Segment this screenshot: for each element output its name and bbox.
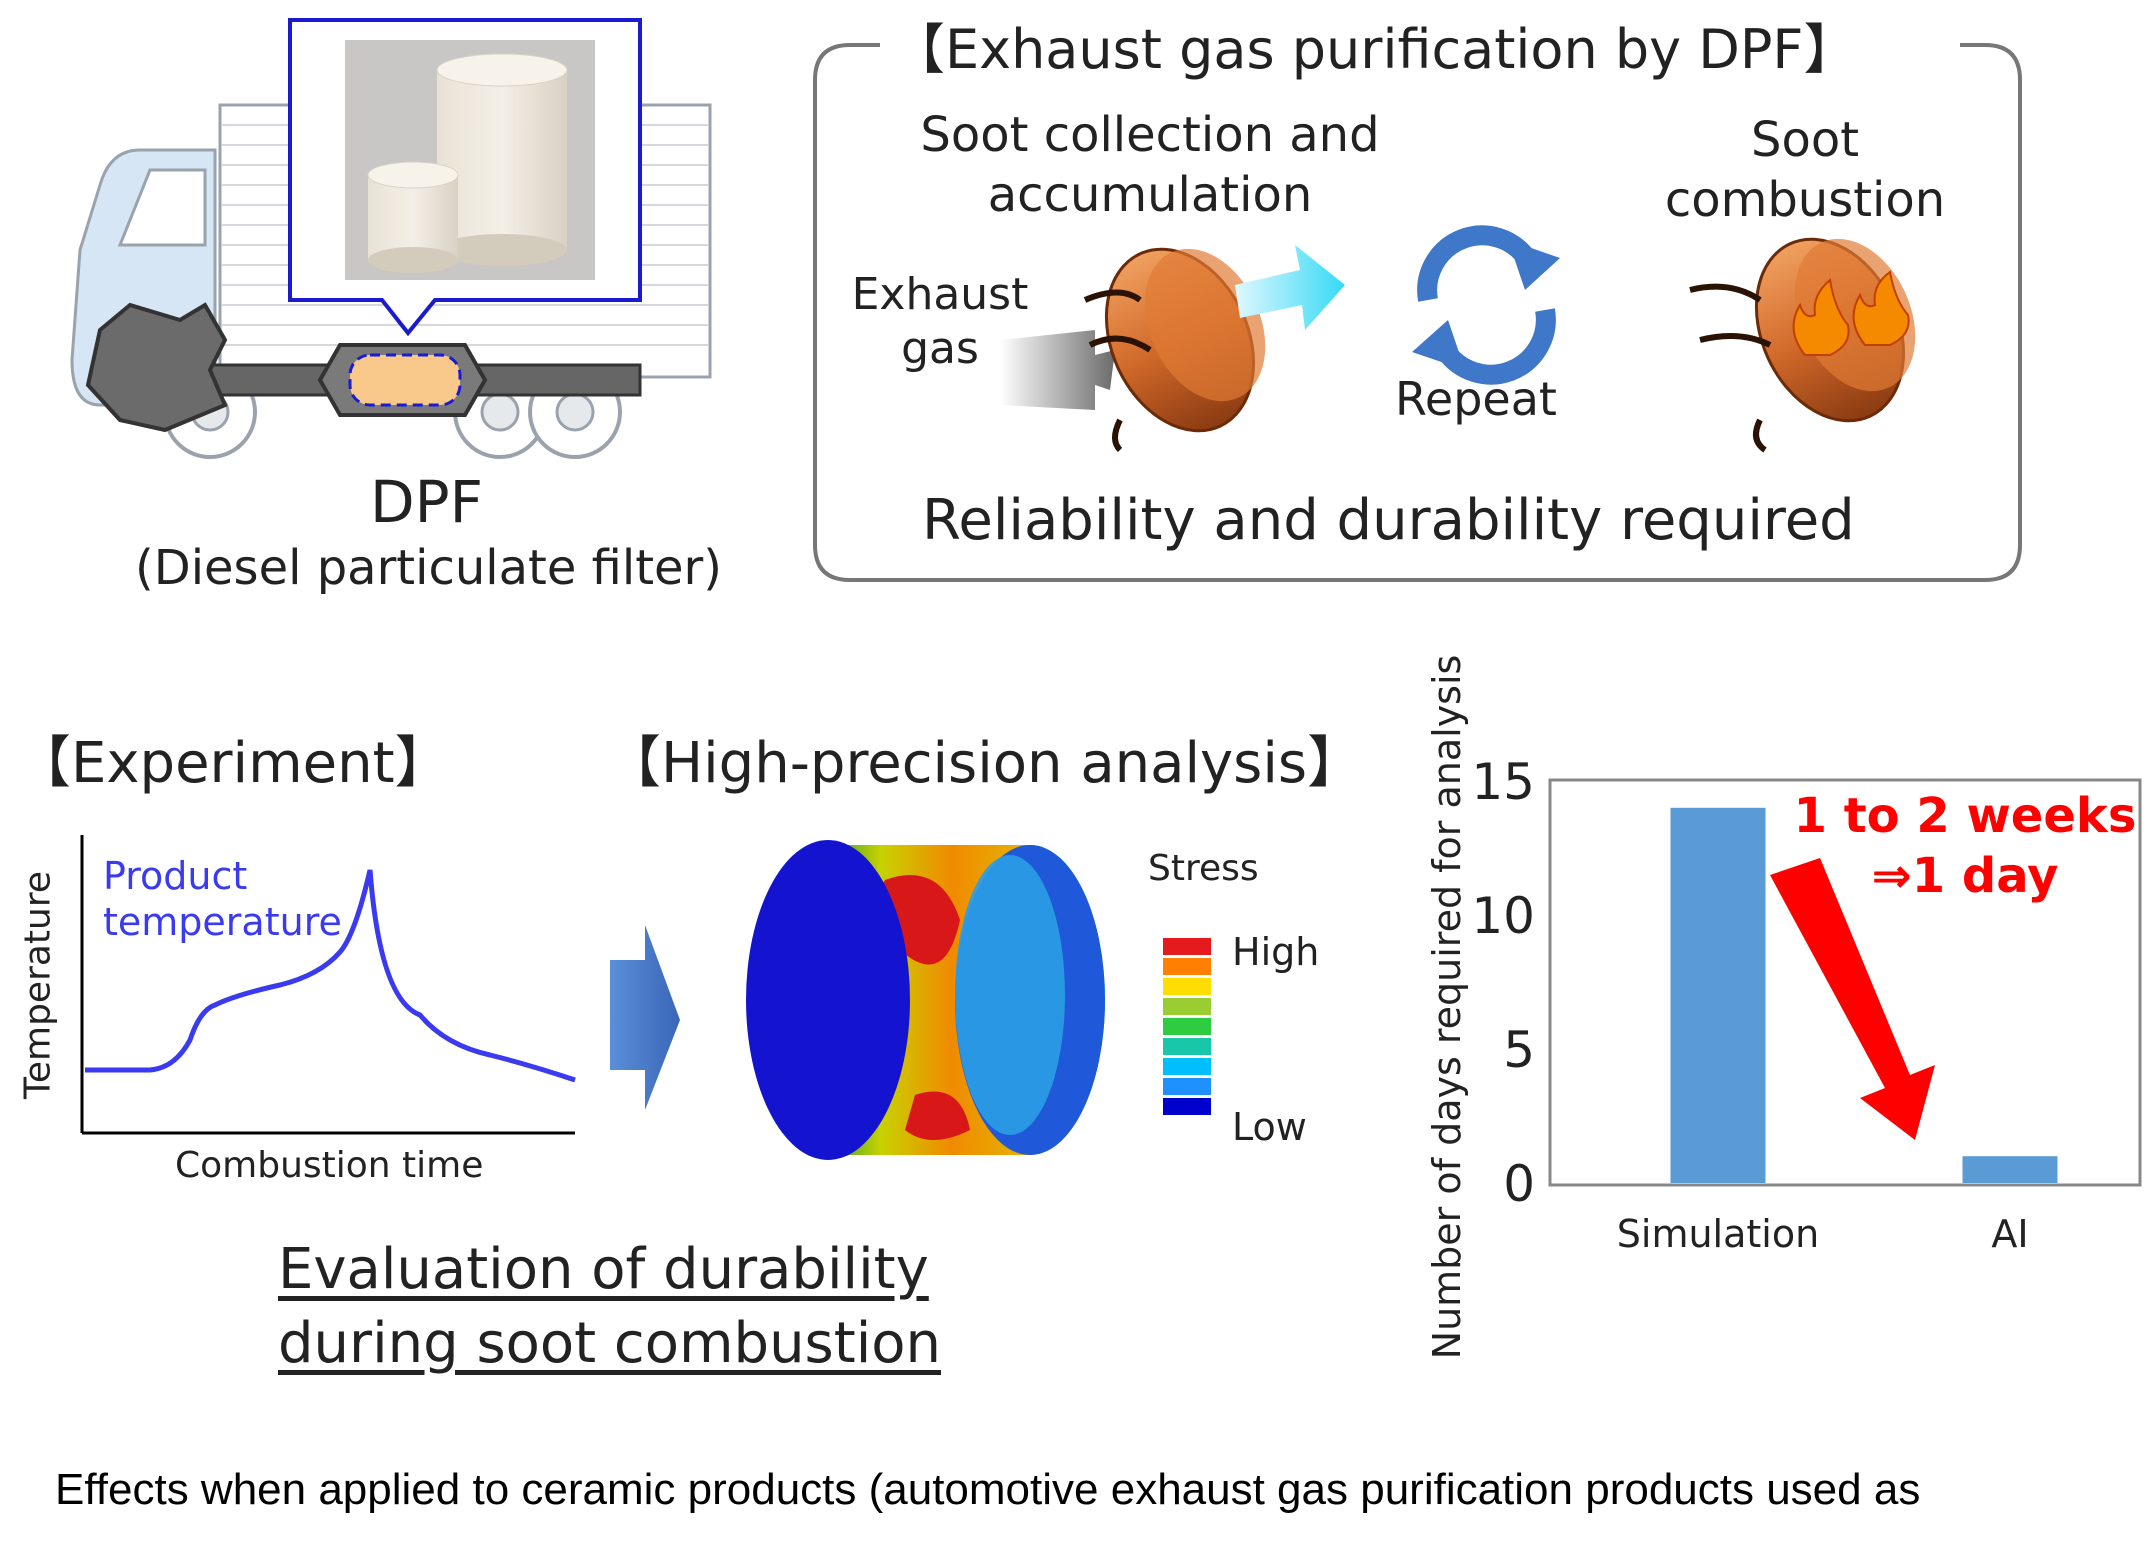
ytick-label: 0: [1503, 1155, 1535, 1213]
caption: Effects when applied to ceramic products…: [55, 1465, 1921, 1514]
repeat-cycle-icon: [1412, 225, 1560, 385]
bar-ai: [1962, 1156, 2058, 1183]
legend-low: Low: [1232, 1105, 1307, 1149]
analysis-title: 【High-precision analysis】: [605, 731, 1364, 796]
soot-combustion-label: Soot combustion: [1664, 112, 1946, 228]
ytick-label: 15: [1471, 753, 1535, 811]
category-label: Simulation: [1616, 1212, 1820, 1256]
exhaust-gas-label: Exhaust gas: [851, 269, 1029, 374]
experiment-title: 【Experiment】: [15, 731, 451, 796]
bar-chart-bars: [1670, 807, 2058, 1183]
requirement-label: Reliability and durability required: [922, 488, 1855, 553]
dpf-photo-callout: [288, 18, 642, 337]
legend-swatch: [1163, 1098, 1211, 1115]
flame-icon: [1792, 270, 1910, 356]
experiment-xlabel: Combustion time: [175, 1145, 484, 1186]
legend-swatch: [1163, 978, 1211, 995]
repeat-label: Repeat: [1395, 372, 1557, 426]
legend-swatch: [1163, 1018, 1211, 1035]
dpf-label: DPF: [370, 468, 483, 536]
legend-swatch: [1163, 998, 1211, 1015]
temperature-curve: [85, 869, 576, 1083]
legend-swatch: [1163, 1038, 1211, 1055]
stress-model-illustration: [746, 840, 1105, 1160]
purification-frame: [813, 43, 2022, 582]
legend-swatch: [1163, 1078, 1211, 1095]
temperature-graph: [80, 835, 576, 1135]
purification-title: 【Exhaust gas purification by DPF】: [885, 5, 1864, 84]
reduction-arrow-icon: [1770, 858, 1935, 1140]
dpf-fullname: (Diesel particulate filter): [135, 540, 723, 596]
bar-chart-annotation: 1 to 2 weeks ⇒1 day: [1793, 788, 2137, 904]
flow-arrow-icon: [610, 925, 680, 1110]
series-label: Product temperature: [103, 854, 342, 944]
legend-swatch: [1163, 938, 1211, 955]
legend-swatch: [1163, 1058, 1211, 1075]
evaluation-label: Evaluation of durability during soot com…: [278, 1237, 942, 1376]
category-label: AI: [1991, 1212, 2029, 1256]
soot-combustion-filter-icon: [1689, 237, 1916, 453]
soot-collection-label: Soot collection and accumulation: [920, 107, 1380, 223]
bar-simulation: [1670, 807, 1766, 1183]
legend-high: High: [1232, 930, 1320, 974]
legend-title: Stress: [1148, 848, 1259, 889]
soot-collection-filter-icon: [1000, 245, 1345, 453]
legend-swatch: [1163, 958, 1211, 975]
ytick-label: 5: [1503, 1021, 1535, 1079]
ytick-label: 10: [1471, 887, 1535, 945]
experiment-ylabel: Temperature: [17, 870, 59, 1100]
stress-legend: [1163, 938, 1211, 1118]
bar-chart-ylabel: Number of days required for analysis: [1425, 654, 1469, 1360]
